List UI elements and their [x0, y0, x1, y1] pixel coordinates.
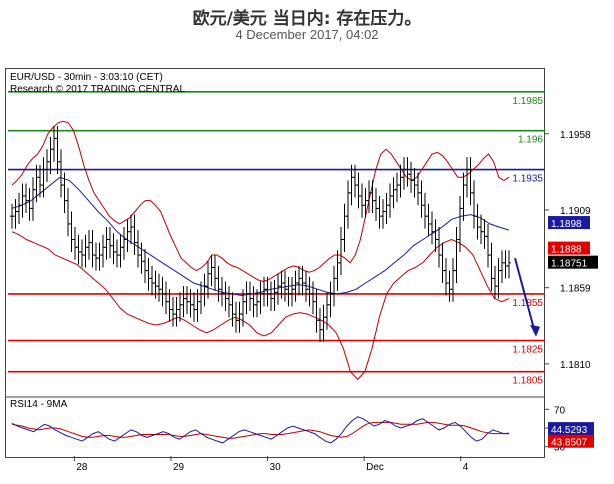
price-tag-label: 1.18751	[551, 259, 588, 270]
x-tick-label: 28	[76, 462, 88, 473]
page-title: 欧元/美元 当日内: 存在压力。	[192, 9, 422, 29]
price-tag: 1.18751	[548, 255, 598, 270]
level-label: 1.196	[518, 135, 543, 146]
price-tag-label: 1.1898	[551, 219, 582, 230]
rsi-tag-label: 43.8507	[551, 438, 588, 449]
rsi-line	[11, 416, 510, 444]
rsi-label: RSI14 - 9MA	[10, 399, 68, 410]
x-tick-label: 30	[270, 462, 282, 473]
price-tag-label: 1.1888	[551, 245, 582, 256]
price-tag-box	[548, 216, 590, 230]
level-label: 1.1985	[512, 96, 543, 107]
price-tag-box	[548, 255, 598, 269]
price-tag: 1.1898	[548, 216, 590, 230]
y-tick-label: 1.1810	[560, 360, 591, 371]
level-label: 1.1825	[512, 345, 543, 356]
y-tick-label: 1.1958	[560, 130, 591, 141]
rsi-ma-line	[11, 421, 510, 439]
price-tag: 1.1888	[548, 241, 590, 256]
bollinger-lower-line	[11, 231, 510, 381]
rsi-tag-box	[548, 422, 594, 436]
price-tag-box	[548, 241, 590, 255]
x-tick-label: 4	[463, 462, 469, 473]
rsi-tag-label: 44.5293	[551, 425, 588, 436]
x-tick-label: Dec	[366, 462, 384, 473]
bollinger-upper-line	[11, 120, 510, 283]
chart-research-label: Research © 2017 TRADING CENTRAL	[10, 84, 186, 95]
chart-frame	[5, 68, 545, 458]
y-tick-label: 1.1859	[560, 284, 591, 295]
page-subtitle: 4 December 2017, 04:02	[235, 27, 379, 42]
forecast-arrow-head	[530, 324, 540, 337]
rsi-tag-box	[548, 434, 594, 448]
level-label: 1.1935	[512, 174, 543, 185]
moving-average-line	[11, 176, 510, 297]
x-tick-label: 29	[173, 462, 185, 473]
y-tick-label: 1.1909	[560, 206, 591, 217]
level-label: 1.1805	[512, 376, 543, 387]
chart-symbol-label: EUR/USD - 30min - 3:03:10 (CET)	[10, 72, 163, 83]
rsi-tick-label: 70	[554, 405, 566, 416]
forecast-arrow	[514, 257, 536, 334]
rsi-tick-label: 30	[554, 443, 566, 454]
